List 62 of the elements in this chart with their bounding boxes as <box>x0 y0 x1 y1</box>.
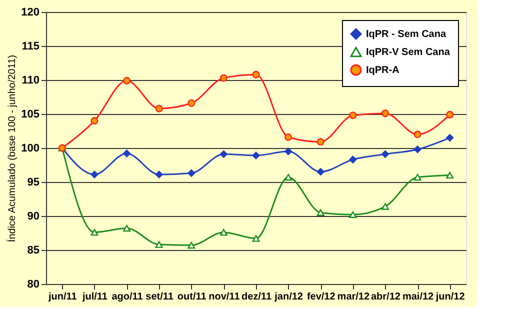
point <box>446 110 454 118</box>
point <box>349 211 357 218</box>
x-tick-label: mai/12 <box>402 292 434 302</box>
y-tick-label: 110 <box>22 74 40 86</box>
x-tick-label: mar/12 <box>337 292 370 302</box>
y-tick-label: 105 <box>21 108 40 120</box>
legend-label: IqPR - Sem Cana <box>366 29 446 40</box>
point <box>316 209 324 216</box>
point <box>381 150 389 158</box>
x-tick-label: abr/12 <box>370 292 401 302</box>
point <box>316 138 324 146</box>
y-tick-label: 85 <box>27 244 40 256</box>
point <box>381 203 389 210</box>
point <box>155 104 163 112</box>
point <box>155 170 163 178</box>
point <box>446 134 454 142</box>
point <box>188 99 196 107</box>
legend-label: IqPR-A <box>366 65 400 76</box>
point <box>414 146 422 154</box>
point <box>90 170 98 178</box>
y-tick-label: 100 <box>21 142 40 154</box>
point <box>414 174 422 181</box>
x-tick-label: ago/11 <box>112 292 144 302</box>
point <box>155 241 163 248</box>
point <box>220 150 228 158</box>
point <box>316 168 324 176</box>
point <box>220 228 228 236</box>
x-tick-label: out/11 <box>177 292 207 302</box>
point <box>123 224 131 232</box>
y-axis-title: Índice Acumulado (base 100 - junho/2011) <box>6 54 18 242</box>
point <box>252 235 260 242</box>
point <box>381 110 389 118</box>
x-tick-label: jul/11 <box>81 292 108 302</box>
point <box>188 169 196 177</box>
point <box>123 76 131 84</box>
x-tick-label: jan/12 <box>274 292 304 302</box>
point <box>446 172 454 179</box>
point <box>123 150 131 158</box>
point <box>349 156 357 164</box>
point <box>90 228 98 236</box>
y-tick-label: 115 <box>22 40 40 52</box>
x-tick-label: fev/12 <box>306 292 336 302</box>
x-tick-label: jun/12 <box>434 292 466 302</box>
point <box>90 117 98 125</box>
y-tick-label: 95 <box>27 176 40 188</box>
x-tick-label: nov/11 <box>208 292 240 302</box>
point <box>220 74 228 82</box>
point <box>284 133 292 141</box>
x-tick-label: jun/11 <box>47 292 78 302</box>
x-tick-label: set/11 <box>146 292 174 302</box>
point <box>188 242 196 249</box>
point <box>414 130 422 138</box>
point <box>284 148 292 156</box>
y-tick-label: 80 <box>27 278 40 290</box>
point <box>252 152 260 160</box>
y-tick-label: 90 <box>27 210 40 222</box>
point <box>349 112 357 120</box>
legend-label: IqPR-V Sem Cana <box>366 47 450 58</box>
point <box>284 174 292 181</box>
x-tick-label: dez/11 <box>241 292 272 302</box>
point <box>252 70 260 78</box>
y-tick-label: 120 <box>21 6 40 18</box>
